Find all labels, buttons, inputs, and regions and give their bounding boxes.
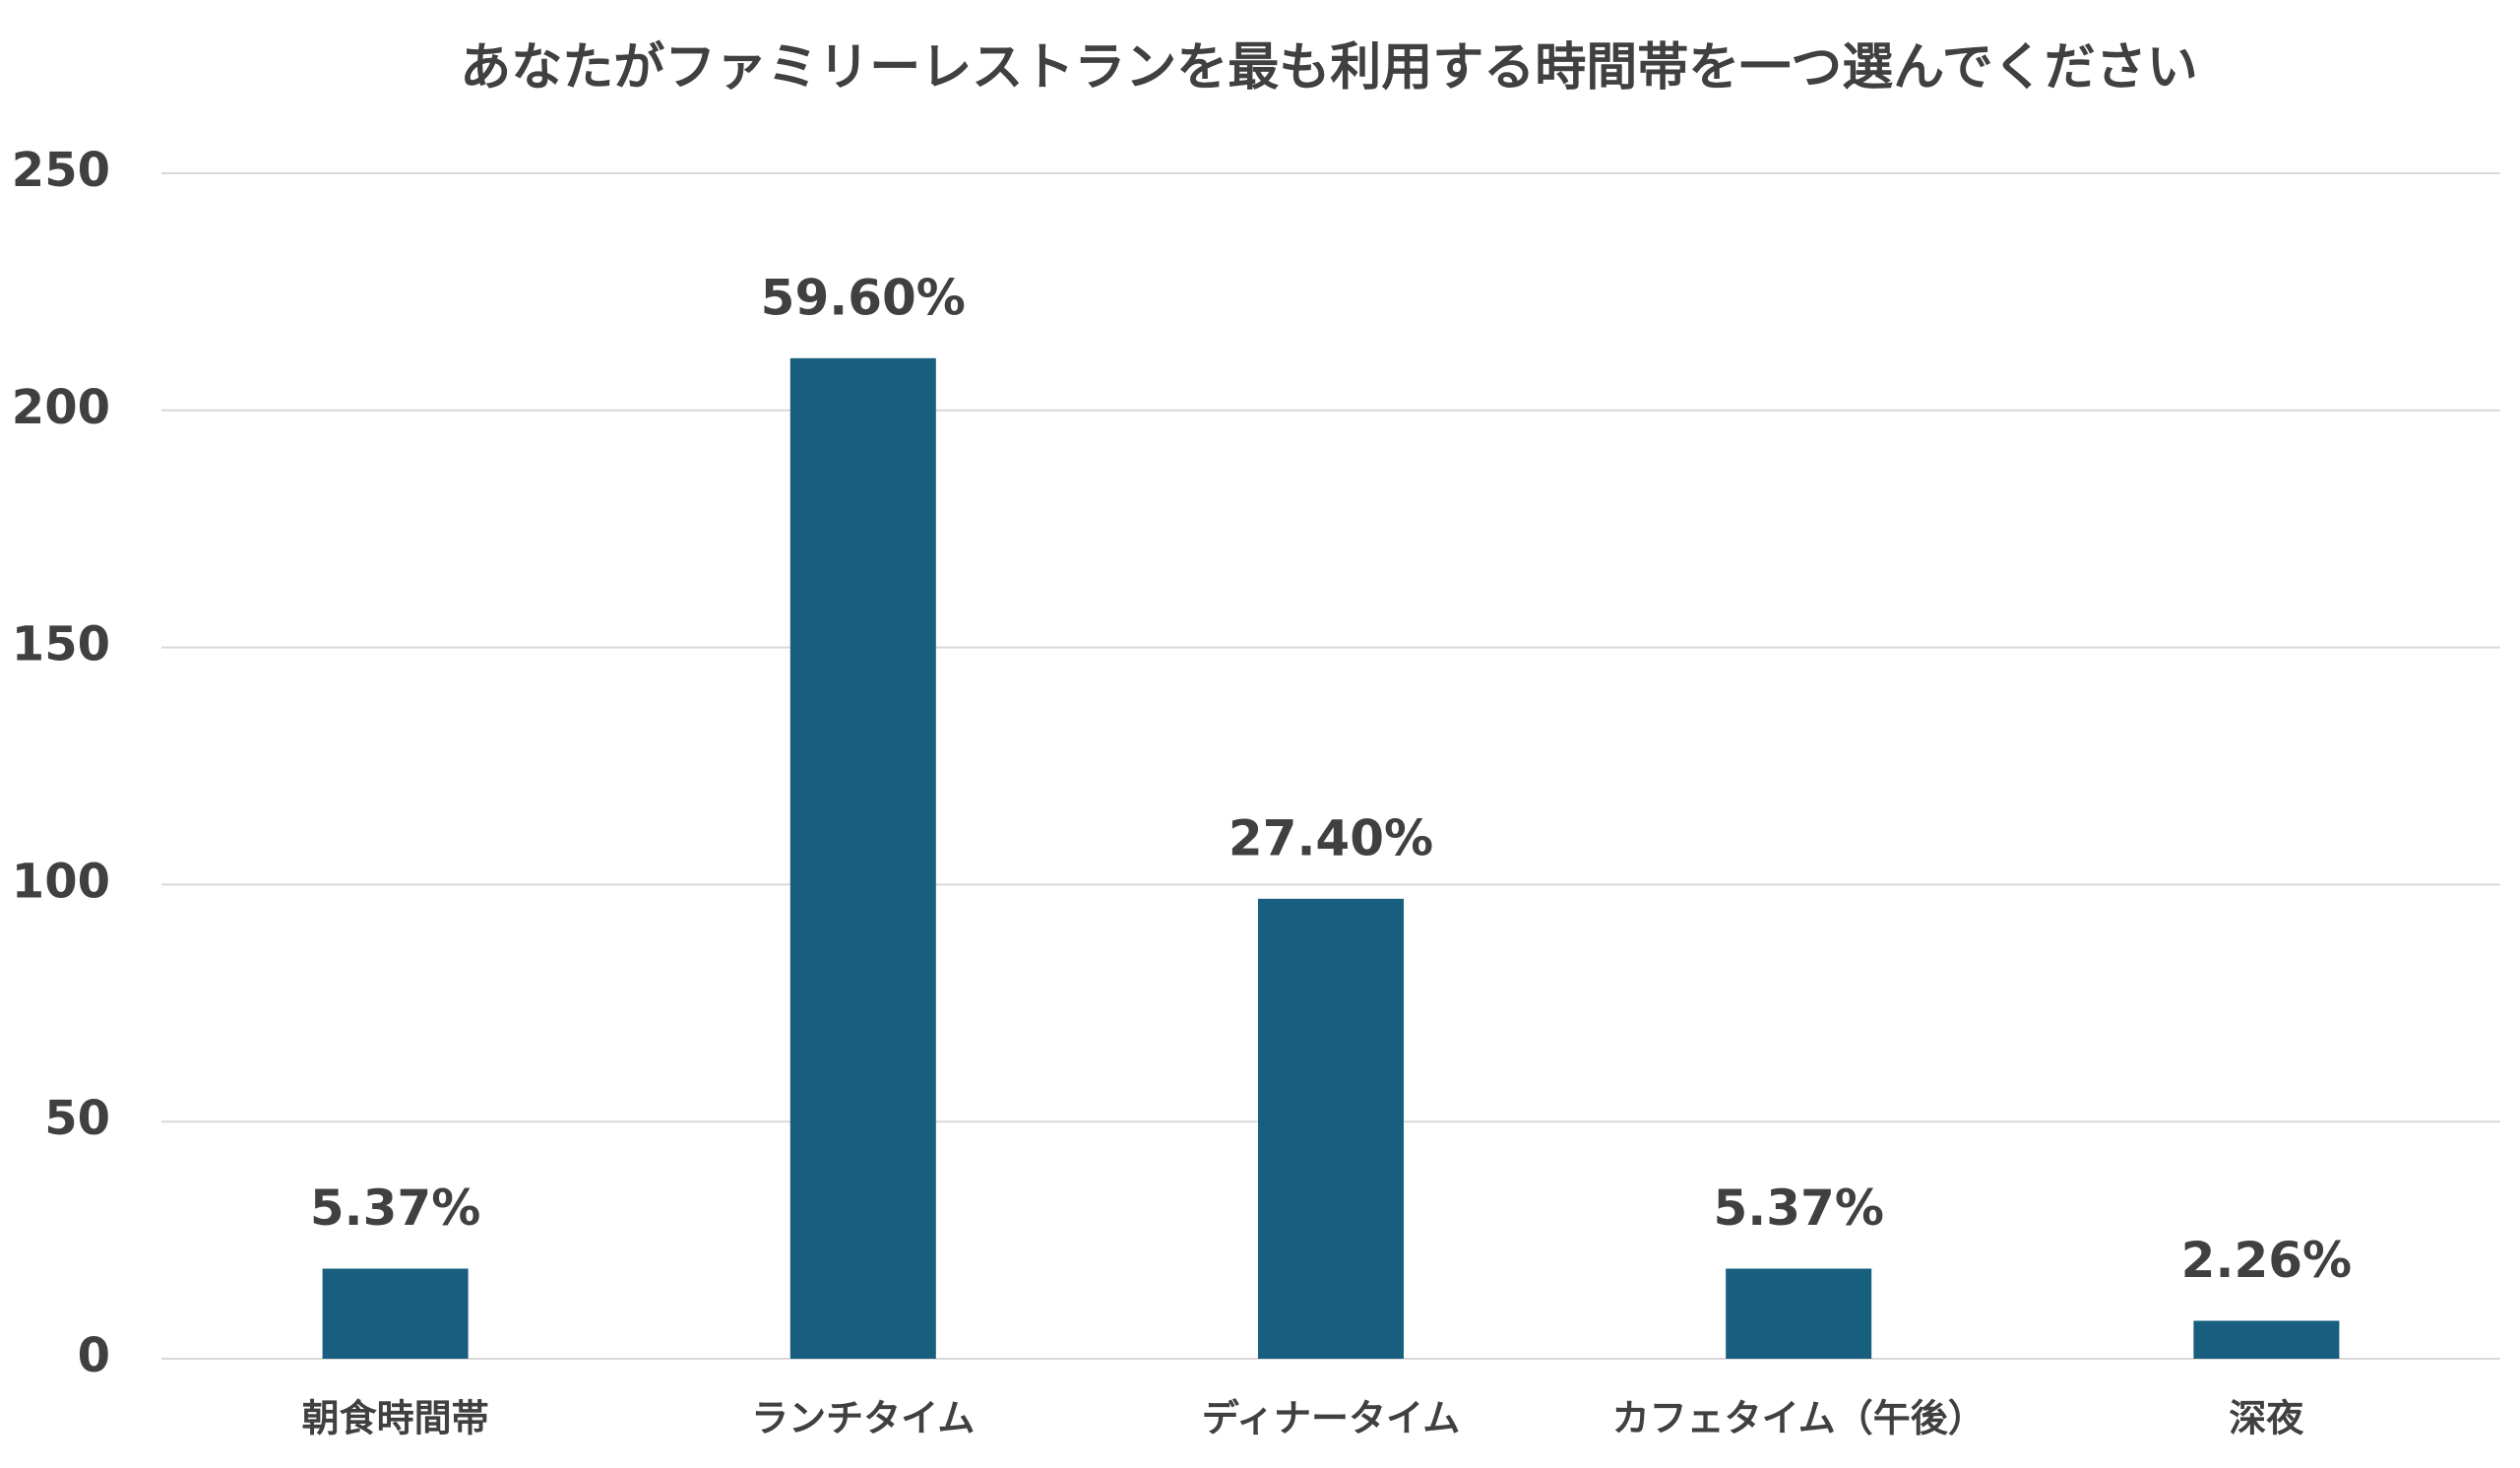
bar bbox=[789, 357, 936, 1360]
data-label: 5.37% bbox=[310, 1180, 480, 1237]
y-tick-label: 0 bbox=[78, 1328, 110, 1383]
y-tick-label: 100 bbox=[12, 854, 110, 909]
y-tick-label: 250 bbox=[12, 143, 110, 198]
x-tick-label: 深夜 bbox=[2229, 1397, 2304, 1440]
data-label: 27.40% bbox=[1228, 809, 1433, 866]
bar bbox=[2193, 1320, 2340, 1359]
y-tick-label: 50 bbox=[44, 1091, 110, 1146]
data-label: 2.26% bbox=[2181, 1232, 2352, 1289]
x-tick-label: ランチタイム bbox=[751, 1397, 975, 1440]
data-label: 5.37% bbox=[1713, 1180, 1883, 1237]
x-tick-label: ディナータイム bbox=[1202, 1397, 1461, 1440]
bar bbox=[1726, 1268, 1872, 1359]
x-tick-label: 朝食時間帯 bbox=[302, 1397, 489, 1440]
y-tick-label: 150 bbox=[12, 617, 110, 672]
bar bbox=[322, 1268, 469, 1359]
data-label: 59.60% bbox=[761, 269, 966, 326]
x-tick-label: カフェタイム（午後） bbox=[1612, 1397, 1985, 1440]
chart-title: あなたがファミリーレストランを最も利用する時間帯を一つ選んでください bbox=[460, 38, 2197, 97]
y-tick-label: 200 bbox=[12, 380, 110, 435]
bar bbox=[1258, 898, 1404, 1359]
